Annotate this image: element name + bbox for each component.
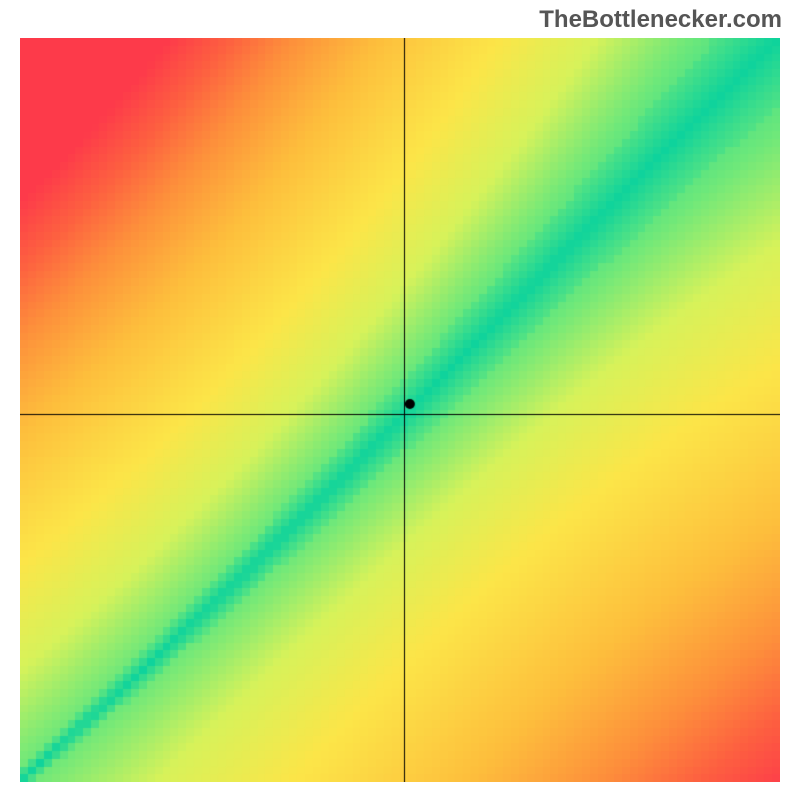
chart-container: TheBottlenecker.com	[0, 0, 800, 800]
heatmap-canvas	[20, 38, 780, 782]
plot-area	[20, 38, 780, 782]
watermark-text: TheBottlenecker.com	[539, 6, 782, 34]
